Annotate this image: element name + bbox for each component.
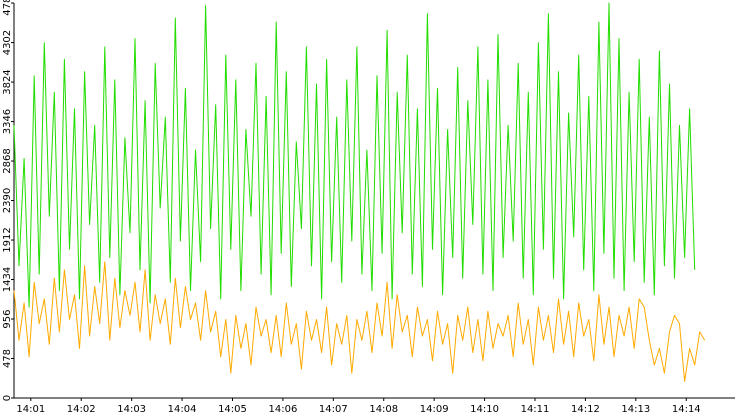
x-tick-label: 14:09 xyxy=(420,404,449,415)
x-tick-label: 14:13 xyxy=(621,404,650,415)
y-tick-label: 3346 xyxy=(2,109,13,134)
x-tick-label: 14:12 xyxy=(571,404,600,415)
x-tick-label: 14:06 xyxy=(268,404,297,415)
x-tick-label: 14:03 xyxy=(117,404,146,415)
series-line-0 xyxy=(13,2,696,308)
y-tick-label: 956 xyxy=(2,309,13,328)
y-tick-label: 4302 xyxy=(2,30,13,55)
series-layer xyxy=(13,2,706,382)
y-tick-label: 2390 xyxy=(2,188,13,213)
x-tick-label: 14:02 xyxy=(67,404,96,415)
x-tick-label: 14:14 xyxy=(672,404,701,415)
y-tick-label: 3824 xyxy=(2,69,13,94)
y-tick-label: 478 xyxy=(2,349,13,368)
y-tick-label: 1434 xyxy=(2,267,13,292)
x-tick-label: 14:10 xyxy=(470,404,499,415)
x-tick-label: 14:08 xyxy=(369,404,398,415)
x-tick-label: 14:11 xyxy=(521,404,550,415)
y-tick-label: 0 xyxy=(2,395,13,401)
y-axis: 0 478 956 1434 1912 2390 2868 3346 3824 4302 4781 xyxy=(2,0,15,401)
y-tick-label: 2868 xyxy=(2,148,13,173)
x-tick-label: 14:04 xyxy=(168,404,197,415)
x-tick-label: 14:07 xyxy=(319,404,348,415)
x-tick-label: 14:05 xyxy=(218,404,247,415)
y-tick-label: 4781 xyxy=(2,0,13,16)
x-tick-label: 14:01 xyxy=(16,404,45,415)
y-tick-label: 1912 xyxy=(2,227,13,252)
x-axis: 14:01 14:02 14:03 14:04 14:05 14:06 14:07 14:08… xyxy=(14,397,735,415)
series-line-1 xyxy=(13,261,706,382)
